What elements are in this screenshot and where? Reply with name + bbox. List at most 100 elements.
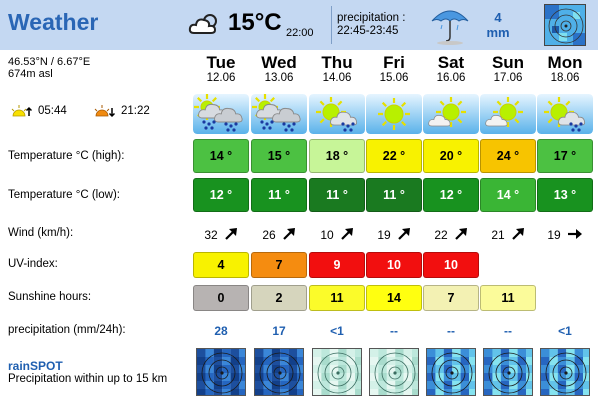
row-label-precipitation: precipitation (mm/24h): [8, 324, 126, 336]
rainspot-map[interactable] [483, 348, 533, 396]
temp-low-cell: 12 ° [423, 178, 479, 212]
precipitation-forecast: precipitation : 22:45-23:45 [337, 12, 405, 38]
temp-high-cell: 20 ° [423, 139, 479, 173]
uv-index-cell: 4 [193, 252, 249, 278]
sun-cloud-icon [423, 94, 479, 134]
wind-speed: 10 [320, 228, 334, 242]
row-label-wind: Wind (km/h): [8, 227, 74, 239]
temp-high-cell: 17 ° [537, 139, 593, 173]
precipitation-cell: -- [390, 324, 398, 338]
precipitation-label: precipitation : [337, 12, 406, 24]
precipitation-cell: 28 [214, 324, 228, 338]
day-name: Sat [437, 53, 465, 72]
arrow-northeast-icon [224, 227, 238, 244]
row-label-temp-high: Temperature °C (high): [8, 150, 125, 162]
sun-rain-cloud-icon [537, 94, 593, 134]
wind-cell: 21 [480, 226, 536, 244]
day-date: 15.06 [379, 72, 409, 84]
day-name: Wed [261, 53, 297, 72]
sunset-icon [94, 105, 115, 118]
temp-high-cell: 18 ° [309, 139, 365, 173]
uv-index-cell: 9 [309, 252, 365, 278]
uv-index-cell: 10 [366, 252, 422, 278]
arrow-northeast-icon [511, 227, 525, 244]
arrow-northeast-icon [340, 227, 354, 244]
temp-low-cell: 11 ° [366, 178, 422, 212]
sunshine-cell: 0 [193, 285, 249, 311]
rain-cloud-sun-icon [193, 94, 249, 134]
rainspot-map[interactable] [426, 348, 476, 396]
day-header[interactable]: Sun 17.06 [480, 54, 536, 85]
rainspot-map[interactable] [254, 348, 304, 396]
wind-cell: 10 [309, 226, 365, 244]
sunrise-icon [11, 105, 32, 117]
wind-speed: 19 [377, 228, 391, 242]
temp-low-cell: 13 ° [537, 178, 593, 212]
rainspot-map[interactable] [312, 348, 362, 396]
precipitation-time: 22:45-23:45 [337, 25, 399, 37]
header-rainspot-map[interactable] [544, 4, 586, 46]
day-header[interactable]: Mon 18.06 [537, 54, 593, 85]
rainspot-map[interactable] [540, 348, 590, 396]
temp-high-cell: 15 ° [251, 139, 307, 173]
day-name: Mon [547, 53, 583, 72]
day-header[interactable]: Sat 16.06 [423, 54, 479, 85]
uv-index-cell: 10 [423, 252, 479, 278]
location-altitude: 674m asl [8, 68, 53, 80]
precipitation-cell: -- [447, 324, 455, 338]
header-divider [331, 6, 332, 44]
precipitation-unit: mm [486, 25, 510, 40]
wind-cell: 19 [537, 226, 593, 244]
day-date: 16.06 [436, 72, 466, 84]
location-info: 46.53°N / 6.67°E 674m asl [8, 56, 90, 80]
day-header[interactable]: Thu 14.06 [309, 54, 365, 85]
sunshine-cell: 14 [366, 285, 422, 311]
temp-high-cell: 14 ° [193, 139, 249, 173]
row-label-temp-low: Temperature °C (low): [8, 189, 120, 201]
sunset: 21:22 [93, 104, 150, 118]
sunshine-cell: 11 [309, 285, 365, 311]
rain-cloud-sun-icon [251, 94, 307, 134]
rainspot-subtitle: Precipitation within up to 15 km [8, 373, 168, 385]
uv-index-cell: 7 [251, 252, 307, 278]
day-date: 17.06 [493, 72, 523, 84]
rainspot-title[interactable]: rainSPOT [8, 359, 63, 373]
rainspot-map[interactable] [369, 348, 419, 396]
temp-low-cell: 11 ° [309, 178, 365, 212]
sun-cloud-icon [480, 94, 536, 134]
day-date: 12.06 [206, 72, 236, 84]
precipitation-cell: 17 [272, 324, 286, 338]
partly-cloudy-icon [188, 14, 217, 34]
day-header[interactable]: Wed 13.06 [251, 54, 307, 85]
temp-low-cell: 12 ° [193, 178, 249, 212]
precipitation-value: 4 [494, 10, 502, 25]
day-header[interactable]: Fri 15.06 [366, 54, 422, 85]
sunrise: 05:44 [10, 104, 67, 118]
rainspot-map[interactable] [196, 348, 246, 396]
sunshine-cell: 7 [423, 285, 479, 311]
temp-low-cell: 14 ° [480, 178, 536, 212]
umbrella-icon [431, 10, 469, 45]
day-name: Sun [491, 53, 525, 72]
sunshine-cell: 11 [480, 285, 536, 311]
day-date: 18.06 [550, 72, 580, 84]
wind-speed: 21 [491, 228, 505, 242]
sunshine-cell: 2 [251, 285, 307, 311]
wind-speed: 32 [204, 228, 218, 242]
precipitation-amount: 4 mm [478, 10, 518, 40]
arrow-northeast-icon [397, 227, 411, 244]
temp-low-cell: 11 ° [251, 178, 307, 212]
sunset-time: 21:22 [121, 105, 150, 117]
day-date: 13.06 [264, 72, 294, 84]
day-name: Tue [206, 53, 236, 72]
wind-cell: 19 [366, 226, 422, 244]
wind-cell: 22 [423, 226, 479, 244]
day-name: Fri [383, 53, 405, 72]
day-header[interactable]: Tue 12.06 [193, 54, 249, 85]
sun-rain-cloud-icon [309, 94, 365, 134]
sun-icon [366, 94, 422, 134]
temp-high-cell: 22 ° [366, 139, 422, 173]
current-time: 22:00 [286, 27, 314, 39]
day-name: Thu [321, 53, 353, 72]
arrow-northeast-icon [282, 227, 296, 244]
